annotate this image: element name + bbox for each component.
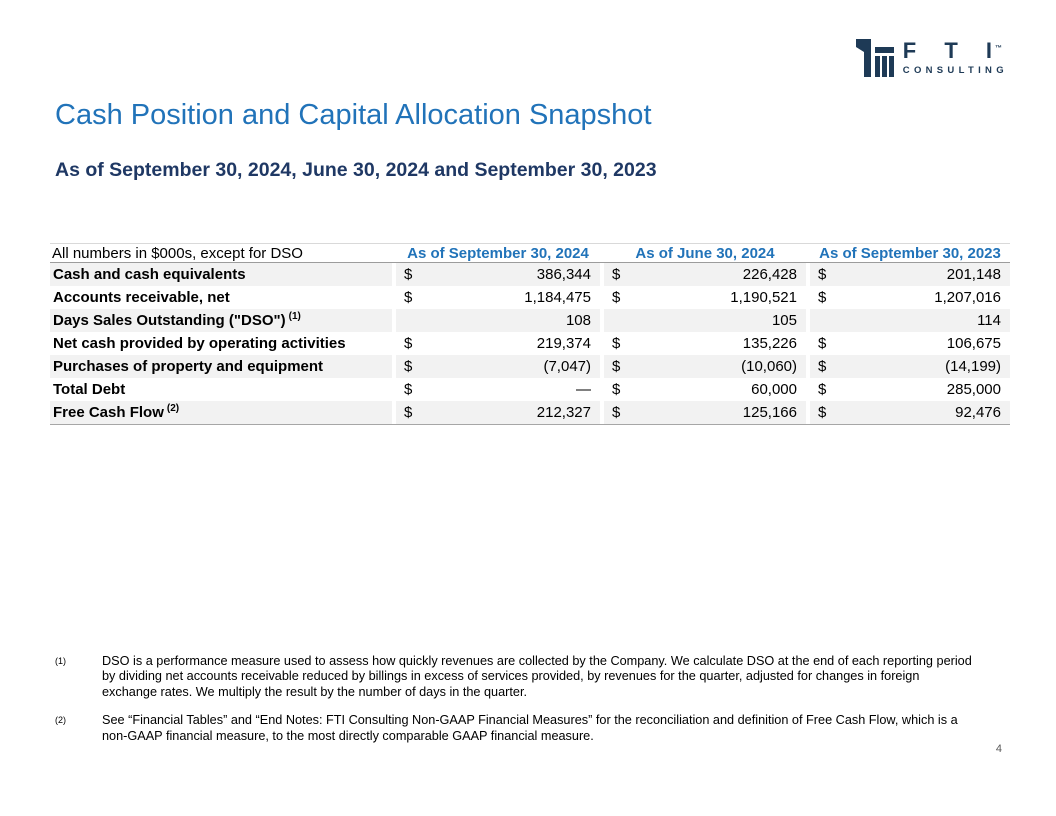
column-header-sep-2024: As of September 30, 2024	[407, 244, 589, 262]
value-cell: $219,374	[404, 335, 591, 352]
row-label: Net cash provided by operating activitie…	[53, 335, 346, 352]
value-cell: $386,344	[396, 263, 600, 286]
table-units-note: All numbers in $000s, except for DSO	[52, 244, 303, 262]
table-row: Accounts receivable, net $1,184,475 $1,1…	[50, 286, 1010, 309]
cash-position-table: All numbers in $000s, except for DSO As …	[50, 243, 1010, 425]
table-row: Purchases of property and equipment $ (7,…	[50, 355, 1010, 378]
value-cell: $226,428	[604, 263, 806, 286]
value-cell: $1,184,475	[404, 289, 591, 306]
page-subtitle: As of September 30, 2024, June 30, 2024 …	[55, 159, 657, 181]
table-body: Cash and cash equivalents $386,344 $226,…	[50, 263, 1010, 425]
value-cell: $135,226	[612, 335, 797, 352]
footnote-1: (1) DSO is a performance measure used to…	[55, 654, 987, 700]
logo-text: F T I™ CONSULTING	[902, 38, 1010, 77]
fti-column-icon	[855, 39, 894, 77]
value-cell: $ (10,060)	[604, 355, 806, 378]
value-cell: $ (7,047)	[396, 355, 600, 378]
value-cell: 114	[810, 309, 1010, 332]
value-cell: $ —	[404, 381, 591, 398]
trademark-symbol: ™	[995, 45, 1002, 52]
value-cell: $285,000	[818, 381, 1001, 398]
column-header-jun-2024: As of June 30, 2024	[635, 244, 775, 262]
logo-letters: F T I™	[902, 38, 1003, 63]
value-cell: $106,675	[818, 335, 1001, 352]
value-cell: $125,166	[604, 401, 806, 424]
row-label: Purchases of property and equipment	[50, 355, 392, 378]
table-header-row: All numbers in $000s, except for DSO As …	[50, 243, 1010, 263]
value-cell: 105	[604, 309, 806, 332]
row-label: Free Cash Flow (2)	[50, 401, 392, 424]
footnotes: (1) DSO is a performance measure used to…	[55, 654, 987, 757]
table-row: Total Debt $ — $60,000 $285,000	[50, 378, 1010, 401]
value-cell: 108	[396, 309, 600, 332]
footnote-2: (2) See “Financial Tables” and “End Note…	[55, 713, 987, 744]
footnote-marker: (1)	[55, 656, 66, 666]
table-row: Days Sales Outstanding ("DSO") (1) 108 10…	[50, 309, 1010, 332]
value-cell: $201,148	[810, 263, 1010, 286]
table-row: Cash and cash equivalents $386,344 $226,…	[50, 263, 1010, 286]
value-cell: $ (14,199)	[810, 355, 1010, 378]
table-row: Net cash provided by operating activitie…	[50, 332, 1010, 355]
row-label: Cash and cash equivalents	[50, 263, 392, 286]
footnote-ref: (1)	[288, 311, 301, 322]
footnote-text: DSO is a performance measure used to ass…	[102, 654, 972, 699]
row-label: Total Debt	[53, 381, 126, 398]
footnote-text: See “Financial Tables” and “End Notes: F…	[102, 713, 958, 743]
logo-subtext: CONSULTING	[902, 65, 1008, 76]
column-header-sep-2023: As of September 30, 2023	[819, 244, 1001, 262]
row-label: Days Sales Outstanding ("DSO") (1)	[50, 309, 392, 332]
value-cell: $1,190,521	[612, 289, 797, 306]
page-number: 4	[995, 743, 1002, 755]
value-cell: $1,207,016	[818, 289, 1001, 306]
footnote-marker: (2)	[55, 715, 66, 726]
table-row: Free Cash Flow (2) $212,327 $125,166 $92,…	[50, 401, 1010, 424]
row-label: Accounts receivable, net	[53, 289, 230, 306]
value-cell: $212,327	[396, 401, 600, 424]
footnote-ref: (2)	[166, 403, 180, 414]
page-title: Cash Position and Capital Allocation Sna…	[55, 99, 652, 131]
fti-consulting-logo: F T I™ CONSULTING	[855, 38, 1010, 77]
value-cell: $92,476	[810, 401, 1010, 424]
value-cell: $60,000	[612, 381, 797, 398]
